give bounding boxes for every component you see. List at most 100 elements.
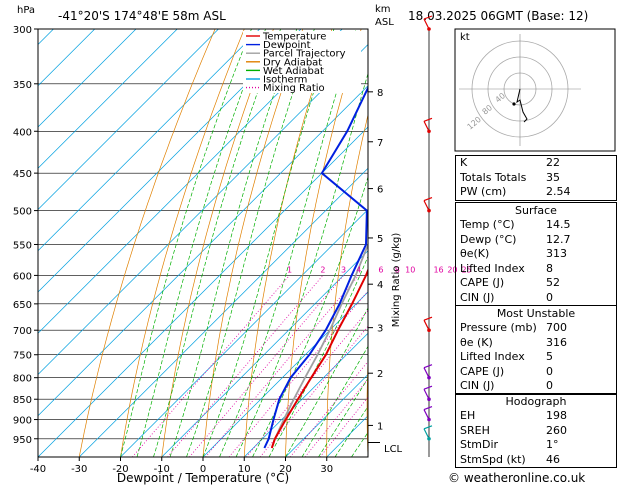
most-unstable-row: θe (K) 316 [456,336,616,351]
hodograph-frame [454,28,616,152]
isotherm-line [202,291,368,457]
wet-adiabat-line [169,29,298,457]
hodograph-trace [516,88,528,123]
isotherm-line [38,29,302,293]
pressure-tick-label: 300 [13,25,32,36]
pressure-tick-label: 800 [13,374,32,385]
wind-barb-icon [423,15,433,20]
temperature-tick-label: -30 [71,464,87,475]
wind-barb-icon [423,364,433,369]
wet-adiabat-line [285,307,368,457]
legend-entry: Temperature [262,32,326,43]
isotherm-line [79,167,368,457]
surface-value: 52 [546,276,560,289]
legend-entry: Dry Adiabat [263,57,322,68]
index-row: K 22 [456,156,616,171]
hodograph-table-title: Hodograph [505,395,567,408]
km-tick-label: 4 [377,280,383,291]
wet-adiabat-line [219,29,357,457]
wind-barb-icon [423,367,430,378]
surface-label: Temp (°C) [460,218,515,231]
dry-adiabat-line [202,29,304,457]
isotherm-line [38,44,368,375]
x-axis-label: Dewpoint / Temperature (°C) [117,471,289,485]
wet-adiabat-line [202,29,335,457]
mixing-ratio-line [131,275,290,457]
km-tick-label: 6 [377,185,383,196]
isotherm-line [38,85,368,417]
wind-barb-column [423,15,433,457]
surface-row: Temp (°C) 14.5 [456,218,616,233]
index-row: PW (cm) 2.54 [456,185,616,200]
mixing-ratio-label: 6 [378,265,383,274]
isotherm-line [38,29,343,334]
legend-entry: Mixing Ratio [263,83,325,94]
location-title: -41°20'S 174°48'E 58m ASL [58,9,226,23]
hodograph-table: Hodograph EH 198 SREH 260 StmDir 1° StmSpd (kt… [455,393,617,468]
pressure-tick-label: 600 [13,271,32,282]
surface-table: Surface Temp (°C) 14.5 Dewp (°C) 12.7 θe(K) 3… [455,202,617,306]
pressure-tick-label: 550 [13,240,32,251]
km-tick-label: 8 [377,88,383,99]
surface-label: Lifted Index [460,261,525,275]
surface-value: 14.5 [546,218,571,231]
most-unstable-value: 316 [546,335,567,349]
index-label: Totals Totals [460,170,527,184]
surface-label: CIN (J) [460,290,495,304]
parcel-trajectory-series-line [270,241,368,449]
surface-row: CAPE (J) 52 [456,276,616,291]
mixing-ratio-axis-label: Mixing Ratio (g/kg) [391,233,402,328]
most-unstable-row: CIN (J) 0 [456,379,616,394]
copyright: © weatheronline.co.uk [448,471,585,485]
wind-barb-icon [423,409,430,420]
hodograph-storm-motion [512,102,516,106]
km-tick-label: 5 [377,234,383,245]
wind-barb-icon [423,117,433,122]
mixing-ratio-line [246,309,368,457]
dry-adiabat-line [161,29,274,457]
mixing-ratio-label: 2 [320,265,325,274]
isotherm-line [38,29,260,252]
surface-row: θe(K) 313 [456,247,616,262]
index-value: 22 [546,156,560,169]
mixing-ratio-label: 25 [461,265,471,274]
mixing-ratio-label: 4 [356,265,361,274]
isotherm-line [38,29,219,210]
dry-adiabat-line [120,29,245,457]
hpa-label: hPa [17,5,35,16]
mixing-ratio-label: 3 [341,265,346,274]
hodograph-stat-value: 198 [546,409,567,422]
surface-label: CAPE (J) [460,276,505,289]
wind-barb-icon [423,316,433,321]
dry-adiabat-line [326,113,368,457]
temperature-tick-label: -40 [30,464,46,475]
wind-barb-icon [423,425,433,430]
most-unstable-value: 700 [546,321,567,334]
index-value: 35 [546,170,560,184]
wind-barb-icon [423,197,433,202]
wet-adiabat-line [268,255,368,457]
hodograph-stat-value: 46 [546,452,560,466]
temperature-tick-label: 30 [320,464,333,475]
hodograph: kt 40 80 120 [454,28,616,152]
surface-value: 313 [546,247,567,260]
dry-adiabat-line [243,29,333,457]
hodograph-stat-row: SREH 260 [456,424,616,439]
wet-adiabat-line [235,72,368,457]
mixing-ratio-label: 16 [433,265,443,274]
most-unstable-label: Pressure (mb) [460,321,537,334]
mixing-ratio-line [189,275,344,457]
pressure-tick-label: 350 [13,80,32,91]
legend-entry: Dewpoint [263,40,311,51]
surface-label: Dewp (°C) [460,232,517,246]
dry-adiabat-line [78,29,216,457]
most-unstable-row: CAPE (J) 0 [456,365,616,380]
legend-entry: Parcel Trajectory [263,49,346,60]
most-unstable-value: 5 [546,350,553,363]
legend-box [243,31,361,93]
hodograph-stat-value: 260 [546,423,567,437]
index-label: K [460,156,468,169]
dewpoint-series-line [263,85,368,449]
km-label: km [375,4,391,15]
